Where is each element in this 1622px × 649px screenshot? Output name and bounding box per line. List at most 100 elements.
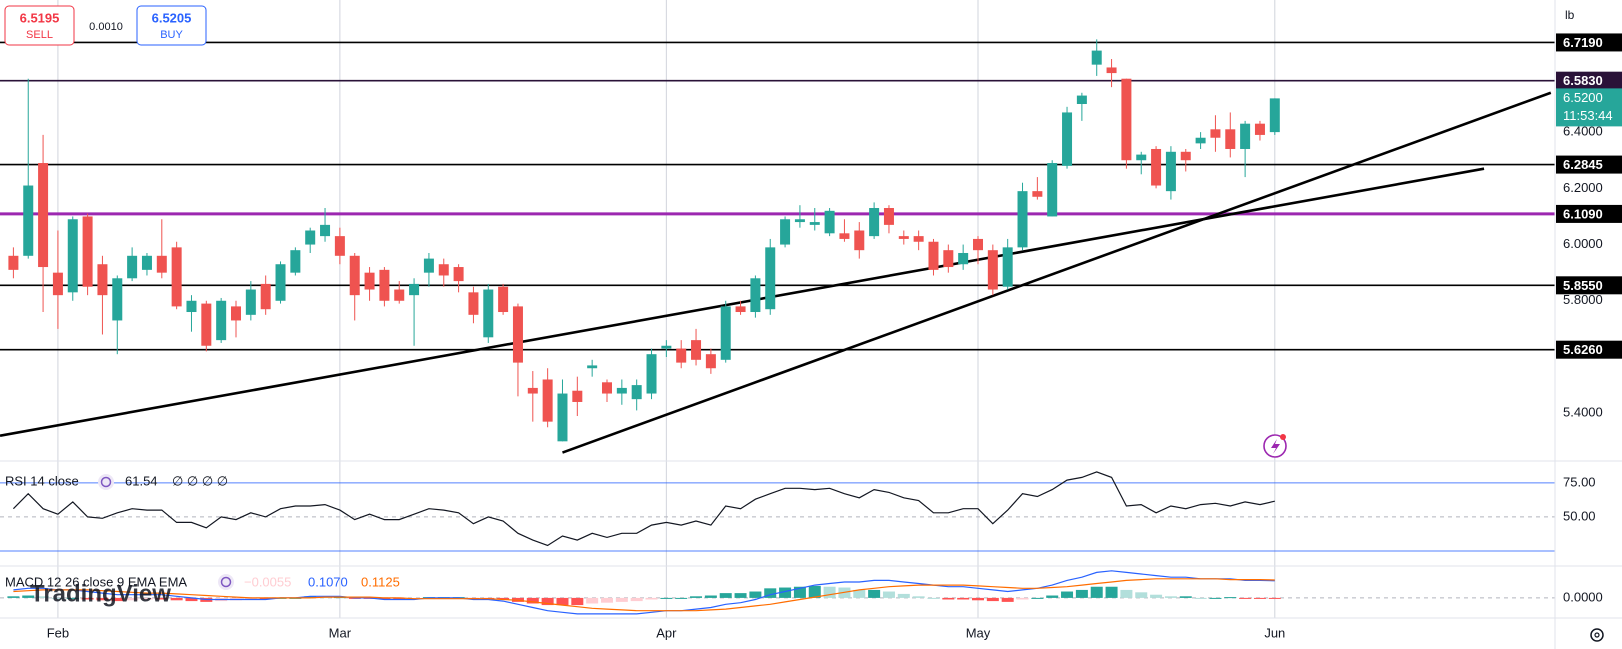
candle-body [334, 236, 345, 256]
y-tick-label: 5.4000 [1563, 405, 1603, 420]
countdown-label: 11:53:44 [1563, 108, 1613, 123]
macd-histogram-bar [1253, 597, 1266, 599]
candle-body [898, 236, 909, 239]
rsi-settings-icon[interactable] [98, 474, 114, 490]
candle-body [468, 292, 479, 315]
rsi-line [12, 471, 1275, 547]
macd-histogram-bar [853, 589, 866, 598]
candle-body [839, 233, 850, 239]
macd-histogram-bar [185, 597, 198, 602]
candle-body [320, 224, 331, 237]
settings-icon[interactable] [1590, 628, 1604, 642]
buy-button[interactable] [136, 5, 207, 46]
level-label-box [1556, 33, 1622, 52]
candle-body [631, 385, 642, 400]
macd-histogram-bar [793, 586, 806, 598]
macd-histogram-bar [645, 597, 658, 600]
y-tick-label: 6.2000 [1563, 180, 1603, 195]
candle-body [958, 252, 969, 265]
macd-histogram-bar [601, 597, 613, 603]
candle-body [1254, 123, 1265, 135]
candle-body [171, 247, 182, 307]
candle-body [127, 255, 138, 279]
macd-line [13, 570, 1275, 615]
candle-body [1091, 50, 1102, 65]
macd-histogram-bar [126, 597, 139, 601]
candle-body [1210, 129, 1221, 138]
level-label: 6.5830 [1563, 73, 1603, 88]
macd-histogram-bar [704, 595, 717, 598]
macd-histogram-bar [1046, 595, 1059, 598]
level-label-box [1556, 155, 1622, 174]
macd-histogram-bar [1075, 589, 1088, 598]
y-tick-label: 0.0000 [1563, 589, 1603, 604]
macd-histogram-bar [927, 597, 940, 599]
macd-histogram-bar [719, 593, 732, 598]
candle-body [913, 236, 924, 242]
macd-histogram-bar [111, 597, 124, 602]
level-label-box [1556, 340, 1622, 359]
candle-body [379, 269, 390, 301]
candle-body [765, 247, 776, 310]
macd-histogram-bar [1120, 589, 1133, 598]
candle-body [928, 241, 939, 270]
candle-body [1032, 191, 1043, 197]
macd-histogram-bar [734, 593, 747, 598]
candle-body [720, 306, 731, 360]
candle-body [824, 210, 835, 234]
macd-histogram-bar [1239, 597, 1252, 599]
spread: 0.0010 [89, 21, 123, 33]
macd-histogram-bar [675, 597, 688, 599]
candle-body [67, 219, 78, 293]
macd-histogram-bar [497, 597, 510, 600]
macd-histogram-bar [1016, 597, 1029, 600]
macd-histogram-bar [96, 597, 109, 601]
candle-body [438, 264, 449, 276]
candle-body [809, 222, 820, 225]
macd-histogram-bar [764, 588, 777, 598]
macd-histogram-bar [897, 593, 910, 598]
macd-histogram-bar [1090, 586, 1103, 598]
macd-histogram-bar [304, 596, 317, 598]
candle-body [602, 382, 612, 394]
candle-body [260, 283, 271, 310]
macd-title: MACD 12 26 close 9 EMA EMA [5, 574, 187, 589]
macd-histogram-bar [972, 597, 984, 601]
candle-body [1121, 78, 1132, 161]
candle-body [542, 379, 553, 422]
macd-histogram-bar [37, 596, 50, 598]
sell-button[interactable] [4, 5, 75, 46]
candle-body [8, 255, 19, 270]
macd-histogram-bar [586, 597, 599, 604]
candle-body [794, 219, 805, 223]
macd-histogram-bar [66, 597, 79, 599]
level-label-box [1556, 276, 1622, 295]
macd-histogram-bar [1194, 597, 1207, 599]
candle-body [1106, 67, 1117, 74]
macd-histogram-bar [140, 597, 153, 600]
alert-icon[interactable] [1263, 434, 1287, 458]
trendline [562, 91, 1552, 454]
candle-body [676, 348, 687, 363]
macd-settings-icon[interactable] [218, 574, 234, 590]
macd-histogram-bar [170, 597, 183, 601]
candle-body [498, 286, 509, 313]
candle-body [943, 250, 954, 268]
candle-body [97, 264, 108, 296]
macd-histogram-bar [1150, 594, 1163, 598]
candle-body [245, 289, 256, 315]
candle-body [869, 208, 880, 237]
buy-price: 6.5205 [152, 10, 192, 25]
macd-histogram-bar [690, 596, 703, 598]
y-tick-label: 6.0000 [1563, 236, 1603, 251]
candle-body [616, 387, 627, 394]
candle-body [883, 208, 894, 225]
candle-body [1047, 163, 1058, 217]
candle-body [52, 272, 63, 296]
candle-body [364, 272, 375, 290]
rsi-value: 61.54 [125, 473, 158, 488]
macd-histogram-bar [22, 595, 35, 598]
